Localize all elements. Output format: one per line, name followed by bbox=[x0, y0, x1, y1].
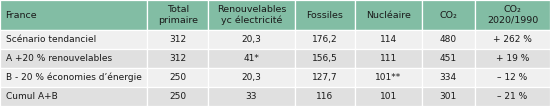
Bar bbox=[0, 0, 147, 30]
Bar bbox=[0, 30, 147, 49]
Text: 250: 250 bbox=[169, 73, 186, 82]
Text: 250: 250 bbox=[169, 92, 186, 101]
Bar bbox=[475, 0, 550, 30]
Bar bbox=[422, 87, 475, 106]
Bar bbox=[0, 87, 147, 106]
Text: 156,5: 156,5 bbox=[312, 54, 338, 63]
Bar bbox=[355, 68, 422, 87]
Bar bbox=[147, 68, 208, 87]
Text: 41*: 41* bbox=[244, 54, 259, 63]
Text: 127,7: 127,7 bbox=[312, 73, 338, 82]
Bar bbox=[475, 68, 550, 87]
Text: Renouvelables
yc électricité: Renouvelables yc électricité bbox=[217, 5, 286, 25]
Bar bbox=[355, 49, 422, 68]
Bar bbox=[147, 87, 208, 106]
Text: France: France bbox=[6, 10, 37, 20]
Bar bbox=[295, 49, 355, 68]
Text: 301: 301 bbox=[439, 92, 457, 101]
Text: 20,3: 20,3 bbox=[241, 35, 261, 44]
Bar bbox=[355, 87, 422, 106]
Text: 116: 116 bbox=[316, 92, 334, 101]
Bar bbox=[422, 30, 475, 49]
Text: Total
primaire: Total primaire bbox=[158, 5, 197, 25]
Bar bbox=[422, 49, 475, 68]
Text: 111: 111 bbox=[380, 54, 397, 63]
Bar bbox=[355, 30, 422, 49]
Bar bbox=[422, 68, 475, 87]
Text: CO₂
2020/1990: CO₂ 2020/1990 bbox=[487, 5, 538, 25]
Text: 176,2: 176,2 bbox=[312, 35, 338, 44]
Bar bbox=[475, 30, 550, 49]
Text: 334: 334 bbox=[440, 73, 457, 82]
Bar bbox=[208, 87, 295, 106]
Bar bbox=[208, 68, 295, 87]
Text: Cumul A+B: Cumul A+B bbox=[6, 92, 57, 101]
Bar bbox=[422, 0, 475, 30]
Text: Nucléaire: Nucléaire bbox=[366, 10, 411, 20]
Bar bbox=[295, 0, 355, 30]
Text: 20,3: 20,3 bbox=[241, 73, 261, 82]
Text: 101: 101 bbox=[380, 92, 397, 101]
Bar bbox=[475, 49, 550, 68]
Text: + 262 %: + 262 % bbox=[493, 35, 532, 44]
Text: 114: 114 bbox=[380, 35, 397, 44]
Bar bbox=[475, 87, 550, 106]
Bar bbox=[0, 68, 147, 87]
Text: 480: 480 bbox=[440, 35, 457, 44]
Text: 33: 33 bbox=[245, 92, 257, 101]
Bar bbox=[295, 68, 355, 87]
Text: B - 20 % économies d’énergie: B - 20 % économies d’énergie bbox=[6, 73, 141, 82]
Bar bbox=[0, 49, 147, 68]
Bar bbox=[208, 30, 295, 49]
Text: + 19 %: + 19 % bbox=[496, 54, 529, 63]
Bar bbox=[147, 0, 208, 30]
Text: Fossiles: Fossiles bbox=[306, 10, 343, 20]
Text: CO₂: CO₂ bbox=[439, 10, 457, 20]
Bar bbox=[147, 49, 208, 68]
Bar bbox=[295, 30, 355, 49]
Bar bbox=[295, 87, 355, 106]
Bar bbox=[355, 0, 422, 30]
Text: 451: 451 bbox=[440, 54, 457, 63]
Text: 312: 312 bbox=[169, 35, 186, 44]
Text: Scénario tendanciel: Scénario tendanciel bbox=[6, 35, 96, 44]
Text: 312: 312 bbox=[169, 54, 186, 63]
Text: – 12 %: – 12 % bbox=[497, 73, 527, 82]
Text: – 21 %: – 21 % bbox=[497, 92, 527, 101]
Text: A +20 % renouvelables: A +20 % renouvelables bbox=[6, 54, 112, 63]
Bar bbox=[208, 49, 295, 68]
Text: 101**: 101** bbox=[376, 73, 402, 82]
Bar bbox=[208, 0, 295, 30]
Bar bbox=[147, 30, 208, 49]
